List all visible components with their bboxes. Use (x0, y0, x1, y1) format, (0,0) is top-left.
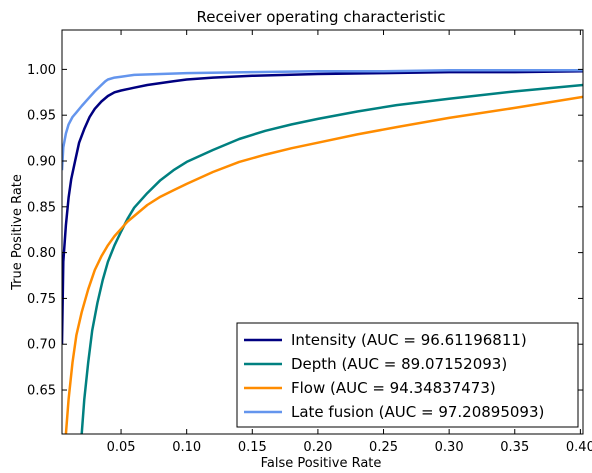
x-tick-label: 0.10 (172, 440, 201, 455)
series-line-3 (64, 95, 583, 434)
series-line-4 (62, 69, 583, 171)
y-tick-label: 0.95 (27, 109, 56, 124)
x-tick-label: 0.20 (303, 440, 332, 455)
y-tick-label: 0.75 (27, 292, 56, 307)
legend-label-3: Flow (AUC = 94.34837473) (291, 379, 496, 397)
x-tick-label: 0.25 (369, 440, 398, 455)
x-tick-label: 0.35 (500, 440, 529, 455)
series-line-1 (62, 69, 583, 345)
axis-ticks: 0.05 0.10 0.15 0.20 0.25 0.30 0.35 0.40 0.65 0.70… (27, 30, 592, 455)
legend-label-4: Late fusion (AUC = 97.20895093) (291, 403, 544, 421)
x-tick-label: 0.05 (107, 440, 136, 455)
x-tick-label: 0.15 (238, 440, 267, 455)
y-tick-label: 0.65 (27, 384, 56, 399)
x-tick-label: 0.30 (435, 440, 464, 455)
legend-label-2: Depth (AUC = 89.07152093) (291, 355, 507, 373)
chart-title: Receiver operating characteristic (197, 8, 446, 26)
plot-area-frame (61, 29, 584, 435)
x-tick-label: 0.40 (566, 440, 592, 455)
legend-label-1: Intensity (AUC = 96.61196811) (291, 331, 527, 349)
legend-box (236, 322, 579, 428)
legend: Intensity (AUC = 96.61196811) Depth (AUC … (236, 322, 579, 428)
x-axis-label: False Positive Rate (261, 456, 382, 471)
y-tick-label: 0.80 (27, 246, 56, 261)
y-tick-label: 1.00 (27, 63, 56, 78)
series-line-2 (80, 83, 583, 434)
y-tick-label: 0.90 (27, 155, 56, 170)
y-tick-label: 0.85 (27, 200, 56, 215)
y-axis-label: True Positive Rate (10, 174, 25, 291)
y-tick-label: 0.70 (27, 338, 56, 353)
